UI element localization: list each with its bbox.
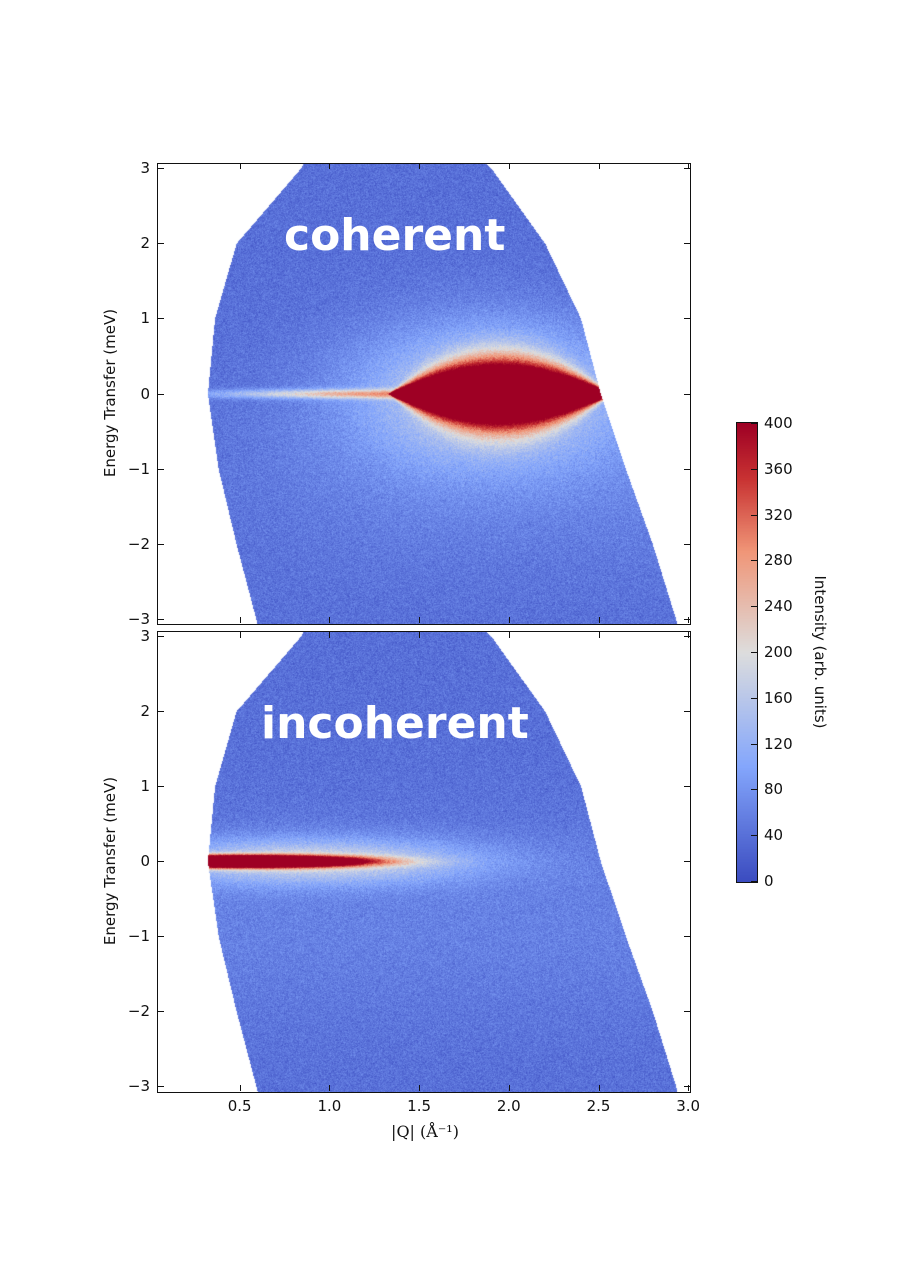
y-tick-0-6 xyxy=(158,619,164,620)
y-tick-1-4 xyxy=(158,936,164,937)
x-tick-1-2 xyxy=(419,1085,420,1091)
colorbar-tick-2 xyxy=(751,515,757,516)
y-tick-label-0-4: −1 xyxy=(120,460,150,478)
y-tick-r-1-1 xyxy=(684,711,690,712)
x-tick-t-1-4 xyxy=(599,632,600,638)
colorbar-tick-7 xyxy=(751,744,757,745)
y-tick-label-1-3: 0 xyxy=(120,852,150,870)
colorbar-tick-8 xyxy=(751,789,757,790)
colorbar-tick-label-3: 280 xyxy=(764,551,793,569)
y-tick-1-6 xyxy=(158,1086,164,1087)
colorbar-tick-0 xyxy=(751,423,757,424)
x-tick-t-0-1 xyxy=(329,163,330,169)
y-tick-r-1-3 xyxy=(684,861,690,862)
colorbar-tick-label-5: 200 xyxy=(764,643,793,661)
x-tick-label-1: 1.0 xyxy=(309,1097,349,1115)
colorbar-tick-6 xyxy=(751,698,757,699)
y-tick-label-1-4: −1 xyxy=(120,927,150,945)
y-tick-0-3 xyxy=(158,394,164,395)
y-tick-label-0-6: −3 xyxy=(120,610,150,628)
y-tick-0-4 xyxy=(158,469,164,470)
y-tick-r-0-5 xyxy=(684,544,690,545)
colorbar-tick-label-1: 360 xyxy=(764,460,793,478)
colorbar-tick-label-8: 80 xyxy=(764,780,783,798)
y-tick-label-1-2: 1 xyxy=(120,777,150,795)
colorbar-tick-9 xyxy=(751,835,757,836)
y-tick-label-0-0: 3 xyxy=(120,159,150,177)
x-tick-1-5 xyxy=(688,1085,689,1091)
colorbar-tick-label-10: 0 xyxy=(764,872,774,890)
x-tick-0-5 xyxy=(688,617,689,623)
y-tick-0-0 xyxy=(158,168,164,169)
colorbar-tick-label-7: 120 xyxy=(764,735,793,753)
colorbar-tick-10 xyxy=(751,881,757,882)
colorbar-tick-label-9: 40 xyxy=(764,826,783,844)
x-axis-label: |Q| (Å⁻¹) xyxy=(370,1122,480,1141)
x-tick-t-1-0 xyxy=(240,632,241,638)
y-tick-1-3 xyxy=(158,861,164,862)
x-tick-1-3 xyxy=(509,1085,510,1091)
y-tick-r-0-3 xyxy=(684,394,690,395)
y-tick-0-5 xyxy=(158,544,164,545)
y-tick-label-1-0: 3 xyxy=(120,627,150,645)
x-tick-0-3 xyxy=(509,617,510,623)
y-tick-label-1-6: −3 xyxy=(120,1077,150,1095)
x-tick-label-5: 3.0 xyxy=(668,1097,708,1115)
y-tick-1-5 xyxy=(158,1011,164,1012)
x-tick-0-1 xyxy=(329,617,330,623)
x-tick-t-1-1 xyxy=(329,632,330,638)
x-tick-t-0-0 xyxy=(240,163,241,169)
y-tick-r-0-2 xyxy=(684,318,690,319)
x-tick-0-4 xyxy=(599,617,600,623)
y-tick-r-0-4 xyxy=(684,469,690,470)
colorbar-tick-3 xyxy=(751,560,757,561)
y-tick-1-1 xyxy=(158,711,164,712)
colorbar-tick-1 xyxy=(751,469,757,470)
x-tick-t-0-3 xyxy=(509,163,510,169)
y-tick-label-0-2: 1 xyxy=(120,309,150,327)
x-tick-label-4: 2.5 xyxy=(579,1097,619,1115)
coherent-y-axis-label: Energy Transfer (meV) xyxy=(101,303,119,483)
coherent-label: coherent xyxy=(284,210,505,261)
y-tick-r-1-2 xyxy=(684,786,690,787)
incoherent-y-axis-label: Energy Transfer (meV) xyxy=(101,771,119,951)
colorbar-tick-label-4: 240 xyxy=(764,597,793,615)
x-tick-0-2 xyxy=(419,617,420,623)
y-tick-r-0-1 xyxy=(684,243,690,244)
y-tick-label-0-1: 2 xyxy=(120,234,150,252)
x-tick-t-0-5 xyxy=(688,163,689,169)
x-tick-label-2: 1.5 xyxy=(399,1097,439,1115)
x-tick-1-4 xyxy=(599,1085,600,1091)
y-tick-r-1-5 xyxy=(684,1011,690,1012)
x-tick-1-0 xyxy=(240,1085,241,1091)
x-tick-label-0: 0.5 xyxy=(220,1097,260,1115)
x-tick-1-1 xyxy=(329,1085,330,1091)
colorbar-tick-label-6: 160 xyxy=(764,689,793,707)
y-tick-label-0-5: −2 xyxy=(120,535,150,553)
x-tick-t-0-2 xyxy=(419,163,420,169)
colorbar-tick-label-0: 400 xyxy=(764,414,793,432)
colorbar-tick-4 xyxy=(751,606,757,607)
x-tick-t-1-3 xyxy=(509,632,510,638)
x-tick-t-1-5 xyxy=(688,632,689,638)
y-tick-r-1-4 xyxy=(684,936,690,937)
x-tick-0-0 xyxy=(240,617,241,623)
colorbar-label: Intensity (arb. units) xyxy=(811,562,829,742)
y-tick-0-1 xyxy=(158,243,164,244)
y-tick-label-0-3: 0 xyxy=(120,385,150,403)
y-tick-label-1-5: −2 xyxy=(120,1002,150,1020)
x-tick-label-3: 2.0 xyxy=(489,1097,529,1115)
y-tick-label-1-1: 2 xyxy=(120,702,150,720)
y-tick-1-2 xyxy=(158,786,164,787)
colorbar-tick-label-2: 320 xyxy=(764,506,793,524)
y-tick-1-0 xyxy=(158,636,164,637)
x-tick-t-1-2 xyxy=(419,632,420,638)
colorbar-tick-5 xyxy=(751,652,757,653)
incoherent-label: incoherent xyxy=(261,698,529,749)
x-tick-t-0-4 xyxy=(599,163,600,169)
y-tick-0-2 xyxy=(158,318,164,319)
